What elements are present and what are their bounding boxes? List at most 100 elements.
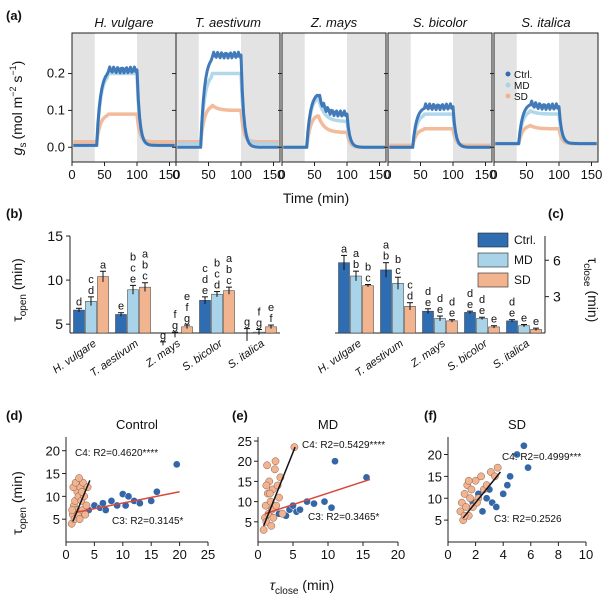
significance-letter: d	[449, 297, 455, 309]
y-tick-label: 20	[428, 448, 442, 463]
shaded-dark-period	[72, 33, 95, 162]
c4-point	[493, 463, 502, 472]
panel-df-xlabel: τclose (min)	[270, 577, 334, 597]
x-tick-label: 0	[62, 547, 69, 562]
x-tick-label: 6	[527, 547, 534, 562]
x-tick-label: 15	[144, 547, 158, 562]
y-tick-label: 15	[428, 469, 442, 484]
subplot-frame	[175, 32, 281, 163]
bar-ctrl	[338, 262, 350, 334]
y-tick-label: 20	[238, 454, 252, 469]
significance-letter: d	[509, 297, 515, 309]
bar-legend: Ctrl. MD SD	[477, 232, 536, 288]
scatter-title: SD	[508, 417, 526, 432]
significance-letter: e	[437, 304, 443, 316]
c4-point	[263, 461, 271, 470]
y-tick-label: 5	[435, 513, 442, 528]
scatter-title: Control	[116, 417, 158, 432]
x-tick-label: 10	[321, 547, 335, 562]
significance-letter: d	[407, 291, 413, 303]
c4-point	[477, 472, 485, 481]
bar-md	[476, 318, 488, 334]
bar-md	[350, 275, 362, 334]
c3-point	[153, 487, 161, 496]
significance-letter: d	[88, 285, 94, 297]
significance-letter: g	[244, 317, 250, 329]
category-label: S. italica	[226, 338, 267, 372]
y-tick-label: 6	[553, 252, 561, 268]
significance-letter: g	[172, 320, 178, 332]
c4-point	[262, 481, 271, 490]
c3-point	[296, 505, 304, 514]
significance-letter: c	[202, 263, 208, 275]
significance-letter: e	[268, 302, 274, 314]
significance-letter: f	[257, 306, 261, 318]
y-tick-label: 3	[553, 289, 561, 305]
significance-letter: e	[533, 316, 539, 328]
bar-md	[85, 301, 97, 334]
c4-point	[460, 490, 469, 498]
subplot-title: H. vulgare	[94, 15, 153, 30]
c3-point	[482, 494, 491, 503]
legend-swatch-sd	[477, 272, 509, 288]
series-line-sd	[72, 112, 176, 144]
y-tick-label: 15	[47, 228, 63, 244]
x-tick-label: 50	[307, 167, 321, 182]
x-tick-label: 20	[172, 547, 186, 562]
significance-letter: d	[479, 294, 485, 306]
bar-sd	[223, 290, 235, 334]
panel-a-ylabel: gs(mol m−2 s−1)	[8, 61, 29, 156]
significance-letter: g	[256, 317, 262, 329]
x-tick-label: 50	[97, 167, 111, 182]
legend-ctrl: Ctrl.	[514, 233, 536, 247]
shaded-dark-period	[453, 33, 492, 162]
c3-point	[520, 441, 528, 450]
bar-ctrl	[380, 269, 392, 334]
significance-letter: e	[449, 308, 455, 320]
series-line-md	[176, 71, 280, 146]
scatter-title: MD	[318, 417, 338, 432]
significance-letter: e	[425, 297, 431, 309]
significance-letter: a	[226, 253, 233, 265]
c4-fit-line	[72, 480, 91, 522]
c3-point	[524, 463, 532, 472]
c4-point	[278, 509, 287, 518]
significance-letter: a	[142, 249, 149, 261]
significance-letter: b	[130, 251, 136, 263]
significance-letter: a	[341, 243, 348, 255]
significance-letter: a	[383, 240, 390, 252]
x-tick-label: 50	[519, 167, 533, 182]
x-tick-label: 20	[391, 547, 405, 562]
y-tick-label: 10	[238, 495, 252, 510]
legend-marker	[505, 93, 511, 99]
significance-letter: b	[142, 260, 148, 272]
x-tick-label: 150	[159, 167, 181, 182]
x-tick-label: 0	[68, 167, 75, 182]
significance-letter: c	[407, 280, 413, 292]
bar-ctrl	[199, 300, 211, 334]
significance-letter: c	[214, 269, 220, 281]
significance-letter: g	[160, 330, 166, 342]
c4-point	[81, 510, 90, 519]
y-tick-label: 0.0	[47, 139, 65, 154]
c3-r2-annotation: C3: R2=0.3465*	[308, 512, 380, 523]
significance-letter: d	[76, 296, 82, 308]
c3-point	[99, 499, 107, 508]
significance-letter: e	[521, 313, 527, 325]
x-tick-label: 2	[472, 547, 479, 562]
y-tick-label: 20	[46, 444, 60, 459]
c4-point	[269, 513, 278, 522]
bar-md	[392, 283, 404, 334]
c4-point	[68, 506, 77, 514]
c4-point	[467, 485, 476, 494]
x-tick-label: 5	[289, 547, 296, 562]
significance-letter: e	[467, 299, 473, 311]
significance-letter: e	[509, 308, 515, 320]
significance-letter: e	[184, 291, 190, 303]
shaded-dark-period	[282, 33, 305, 162]
c3-point	[327, 503, 336, 512]
c4-point	[266, 489, 274, 498]
c3-point	[310, 499, 318, 508]
